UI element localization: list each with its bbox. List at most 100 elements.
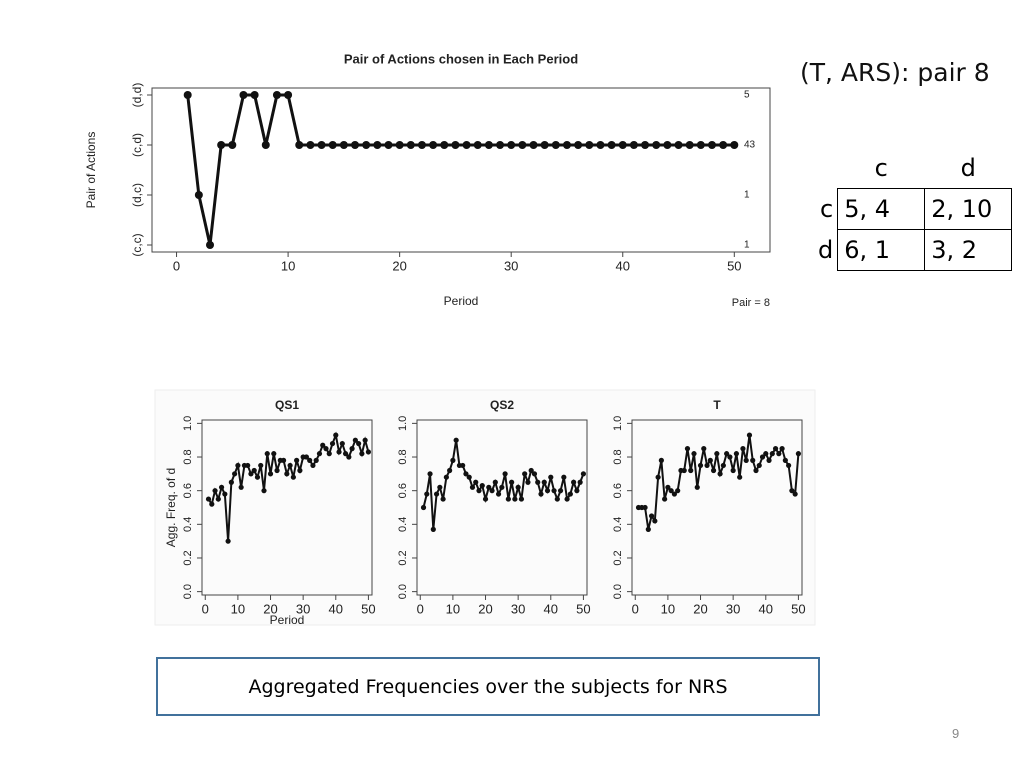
point — [694, 484, 700, 490]
point — [346, 454, 352, 460]
y-tick-label: (d,d) — [130, 83, 144, 108]
x-tick-label: 0 — [632, 601, 639, 616]
plot-frame — [416, 419, 588, 596]
series-line — [186, 93, 735, 246]
x-tick-label: 20 — [693, 601, 707, 616]
x-tick-label: 50 — [791, 601, 805, 616]
point — [737, 474, 743, 480]
point — [759, 454, 766, 460]
count-label: 1 — [744, 240, 750, 251]
x-tick-label: 30 — [504, 258, 518, 273]
point — [284, 91, 293, 99]
point — [295, 141, 304, 149]
point — [433, 491, 440, 497]
point — [258, 462, 264, 469]
point — [284, 471, 290, 477]
point — [261, 488, 267, 494]
point — [351, 141, 360, 149]
point — [430, 526, 436, 532]
point — [674, 141, 683, 149]
point — [727, 454, 733, 460]
point — [691, 451, 697, 457]
point — [704, 462, 710, 469]
cell: 5, 4 — [837, 187, 926, 230]
point — [406, 141, 415, 149]
point — [473, 141, 482, 149]
point — [655, 474, 661, 480]
point — [512, 496, 518, 502]
x-tick-label: 10 — [661, 601, 675, 616]
point — [652, 518, 658, 524]
point — [447, 467, 453, 474]
y-tick-label: 0.6 — [182, 483, 194, 498]
point — [251, 467, 257, 474]
point — [779, 446, 785, 452]
point — [462, 141, 471, 149]
point — [574, 141, 583, 149]
point — [561, 474, 567, 480]
point — [303, 454, 310, 460]
point — [766, 457, 772, 463]
point — [525, 479, 531, 485]
point — [499, 484, 505, 490]
point — [479, 483, 485, 489]
point — [518, 496, 525, 502]
point — [482, 496, 489, 502]
point — [323, 446, 329, 452]
y-tick-label: 0.2 — [182, 550, 194, 565]
x-tick-label: 0 — [202, 601, 209, 616]
x-tick-label: 40 — [544, 601, 558, 616]
point — [294, 457, 300, 463]
point — [531, 471, 538, 477]
point — [450, 457, 456, 463]
chart-title: T — [713, 398, 721, 412]
point — [750, 457, 756, 463]
point — [280, 457, 287, 463]
point — [551, 141, 560, 149]
y-tick-label: (d,c) — [130, 183, 144, 207]
point — [205, 496, 212, 502]
count-label: 1 — [744, 190, 750, 201]
point — [310, 462, 316, 469]
point — [466, 474, 472, 480]
point — [359, 451, 365, 457]
point — [228, 479, 234, 485]
point — [697, 462, 704, 469]
point — [743, 457, 749, 463]
y-tick-label: 1.0 — [612, 416, 624, 431]
point — [662, 496, 668, 502]
point — [769, 451, 775, 457]
point — [217, 141, 226, 149]
point — [427, 471, 433, 477]
point — [696, 141, 705, 149]
y-tick-label: 1.0 — [182, 416, 194, 431]
point — [782, 457, 788, 463]
point — [453, 437, 459, 443]
point — [248, 471, 254, 477]
point — [476, 488, 482, 494]
point — [502, 471, 508, 477]
x-tick-label: 30 — [296, 601, 310, 616]
point — [730, 467, 736, 474]
point — [544, 488, 551, 494]
col-header: c — [874, 153, 888, 182]
point — [339, 141, 348, 149]
x-tick-label: 30 — [726, 601, 740, 616]
point — [522, 471, 528, 477]
point — [629, 141, 638, 149]
point — [328, 141, 337, 149]
point — [730, 141, 739, 149]
x-tick-label: 20 — [392, 258, 406, 273]
figure-panel — [154, 389, 816, 626]
point — [596, 141, 605, 149]
point — [663, 141, 672, 149]
point — [786, 462, 792, 469]
point — [469, 484, 476, 490]
point — [460, 462, 466, 469]
x-tick-label: 40 — [616, 258, 630, 273]
point — [267, 471, 274, 477]
point — [254, 474, 261, 480]
point — [362, 141, 371, 149]
